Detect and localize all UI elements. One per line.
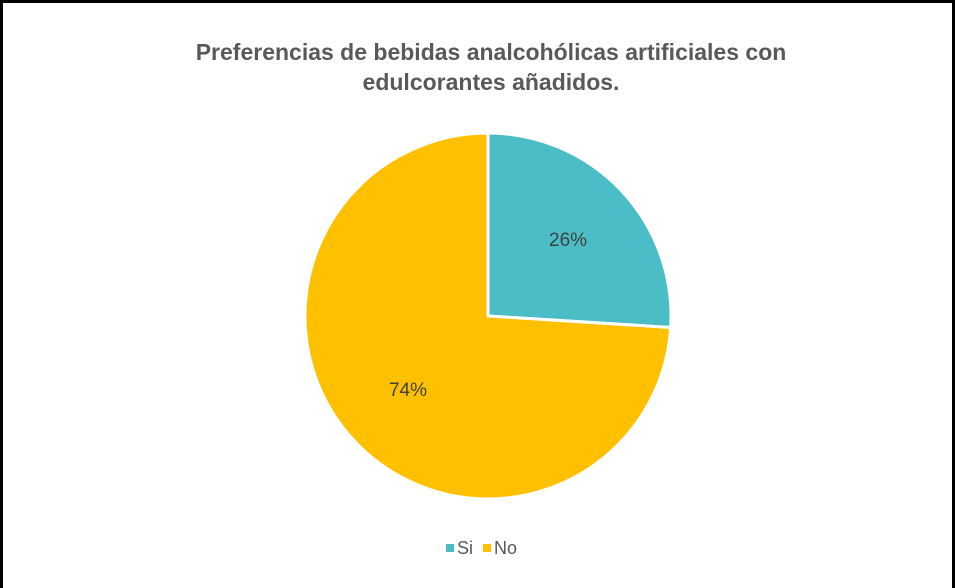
data-label: 26% — [549, 230, 587, 251]
legend-label: Si — [457, 538, 473, 558]
legend-swatch — [483, 544, 492, 552]
legend-label: No — [494, 538, 517, 558]
legend-swatch — [446, 544, 454, 552]
pie-slice — [486, 131, 673, 330]
chart: 26% 74% Si No — [303, 131, 673, 558]
data-label: 74% — [389, 380, 427, 401]
pie-slice — [303, 131, 673, 501]
chart-title: Preferencias de bebidas analcohólicas ar… — [195, 39, 787, 95]
